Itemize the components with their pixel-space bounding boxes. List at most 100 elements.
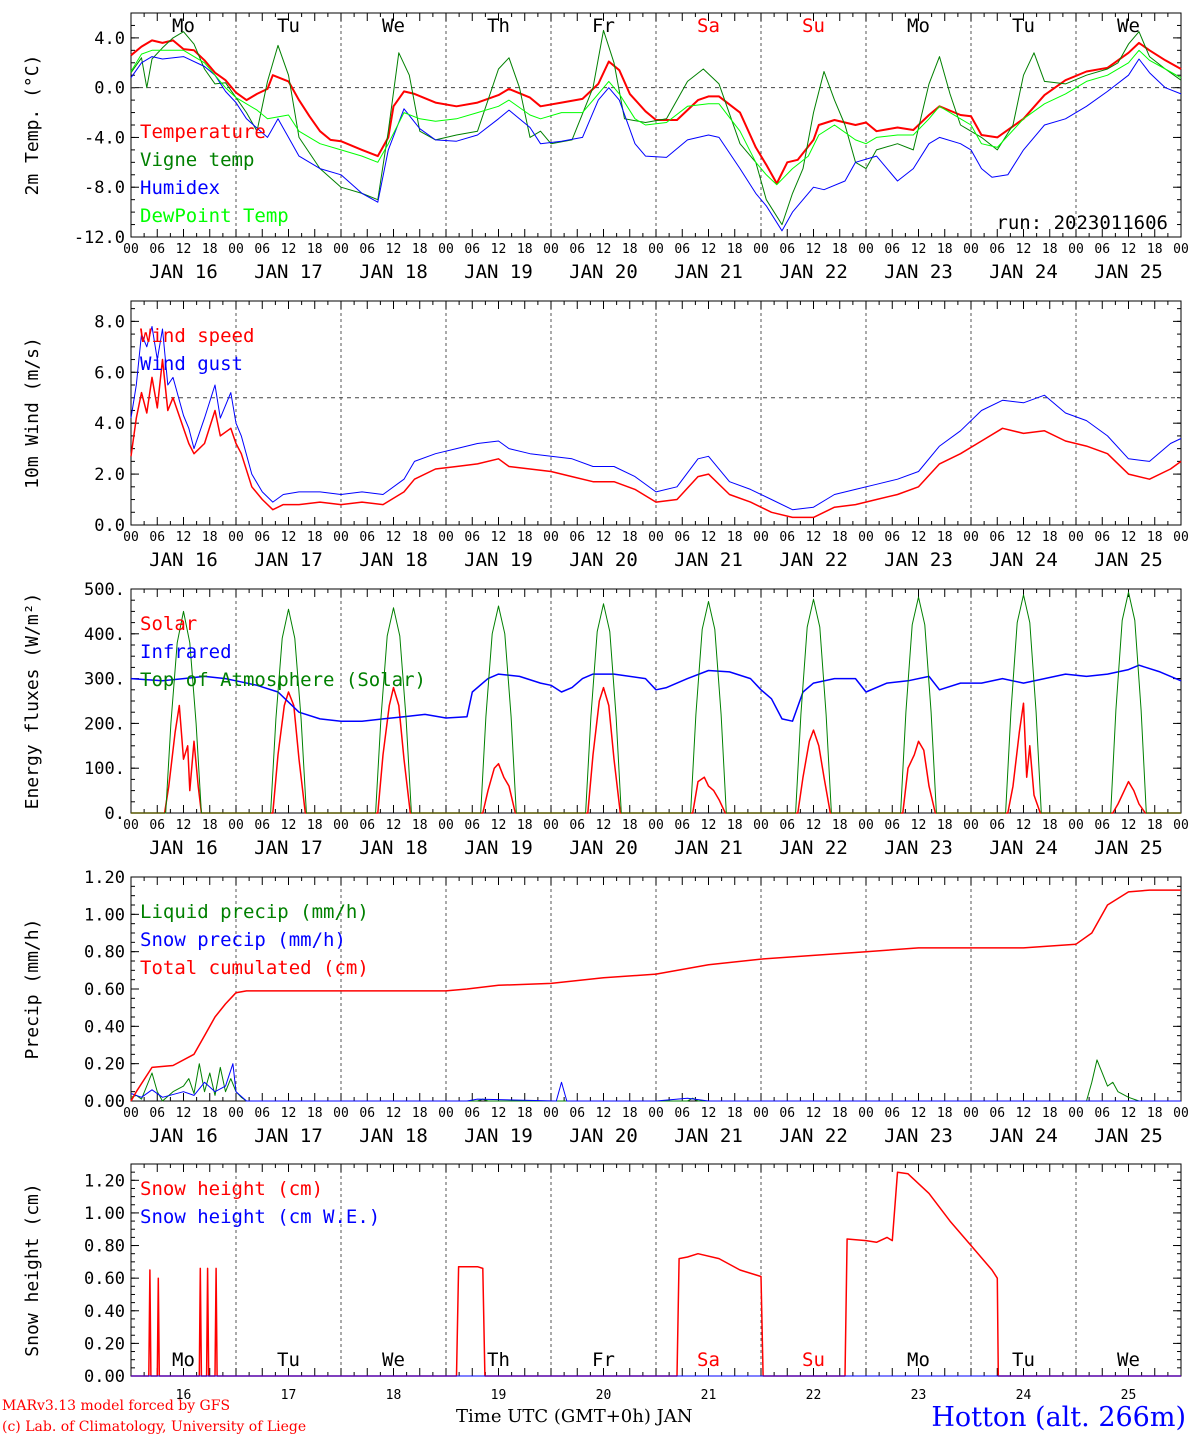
temp-date-label: JAN 25 — [1094, 261, 1163, 283]
precip-hour-label: 12 — [386, 1106, 402, 1121]
temp-legend-entry: DewPoint Temp — [140, 205, 289, 227]
temp-hour-label: 06 — [884, 242, 900, 257]
temp-hour-label: 00 — [333, 242, 349, 257]
energy-date-label: JAN 19 — [464, 837, 533, 859]
wind-hour-label: 06 — [569, 530, 585, 545]
precip-y-tick-label: 0.80 — [84, 943, 125, 963]
wind-hour-label: 06 — [989, 530, 1005, 545]
temp-hour-label: 18 — [517, 242, 533, 257]
temp-hour-label: 00 — [543, 242, 559, 257]
temp-legend-entry: Humidex — [140, 177, 220, 199]
temp-weekday-label: We — [382, 15, 405, 37]
temp-date-label: JAN 23 — [884, 261, 953, 283]
precip-hour-label: 06 — [464, 1106, 480, 1121]
precip-hour-label: 00 — [438, 1106, 454, 1121]
wind-date-label: JAN 22 — [779, 549, 848, 571]
temp-hour-label: 12 — [386, 242, 402, 257]
precip-hour-label: 12 — [1016, 1106, 1032, 1121]
temp-weekday-label: Tu — [1012, 15, 1035, 37]
precip-date-label: JAN 21 — [674, 1125, 743, 1147]
temp-hour-label: 00 — [753, 242, 769, 257]
wind-date-label: JAN 18 — [359, 549, 428, 571]
energy-hour-label: 18 — [1147, 818, 1163, 833]
wind-y-tick-label: 8.0 — [94, 312, 125, 332]
temp-hour-label: 12 — [806, 242, 822, 257]
wind-hour-label: 06 — [674, 530, 690, 545]
wind-hour-label: 00 — [753, 530, 769, 545]
wind-hour-label: 00 — [438, 530, 454, 545]
snow-weekday-label: Tu — [277, 1349, 300, 1371]
wind-hour-label: 12 — [491, 530, 507, 545]
energy-y-tick-label: 100. — [84, 759, 125, 779]
energy-hour-label: 18 — [202, 818, 218, 833]
precip-hour-label: 18 — [1147, 1106, 1163, 1121]
temp-y-tick-label: -4.0 — [84, 128, 125, 148]
precip-y-tick-label: 0.20 — [84, 1055, 125, 1075]
temp-y-tick-label: -12.0 — [74, 228, 125, 248]
temp-panel: 4.0 0.0 -4.0 -8.0 -12.0 2m Temp. (°C) Temperat… — [22, 12, 1189, 283]
wind-hour-label: 18 — [622, 530, 638, 545]
energy-hour-label: 06 — [464, 818, 480, 833]
energy-hour-label: 00 — [438, 818, 454, 833]
precip-hour-label: 06 — [884, 1106, 900, 1121]
temp-y-tick-label: -8.0 — [84, 178, 125, 198]
wind-hour-label: 18 — [307, 530, 323, 545]
wind-hour-label: 06 — [254, 530, 270, 545]
temp-hour-label: 06 — [569, 242, 585, 257]
temp-hour-label: 18 — [412, 242, 428, 257]
temp-y-tick-label: 0.0 — [94, 79, 125, 99]
precip-hour-label: 12 — [911, 1106, 927, 1121]
precip-hour-label: 06 — [149, 1106, 165, 1121]
wind-date-label: JAN 19 — [464, 549, 533, 571]
precip-hour-label: 12 — [281, 1106, 297, 1121]
precip-hour-label: 18 — [622, 1106, 638, 1121]
wind-legend-entry: Wind gust — [140, 353, 243, 375]
temp-hour-label: 06 — [1094, 242, 1110, 257]
energy-hour-label: 00 — [753, 818, 769, 833]
temp-hour-label: 06 — [359, 242, 375, 257]
temp-hour-label: 18 — [937, 242, 953, 257]
precip-hour-label: 06 — [359, 1106, 375, 1121]
wind-y-axis-label: 10m Wind (m/s) — [22, 337, 43, 489]
precip-y-tick-label: 1.20 — [84, 868, 125, 888]
energy-date-label: JAN 16 — [149, 837, 218, 859]
wind-hour-label: 12 — [596, 530, 612, 545]
temp-date-label: JAN 22 — [779, 261, 848, 283]
snow-weekday-label: Th — [487, 1349, 510, 1371]
energy-series-0 — [131, 686, 1181, 814]
temp-hour-label: 00 — [858, 242, 874, 257]
wind-hour-label: 00 — [228, 530, 244, 545]
energy-y-tick-label: 0. — [105, 804, 125, 824]
snow-day-number-label: 18 — [386, 1388, 402, 1403]
energy-series-1 — [130, 664, 1182, 722]
energy-hour-label: 00 — [858, 818, 874, 833]
wind-date-label: JAN 25 — [1094, 549, 1163, 571]
precip-hour-label: 18 — [727, 1106, 743, 1121]
wind-hour-label: 12 — [911, 530, 927, 545]
wind-hour-label: 00 — [858, 530, 874, 545]
temp-hour-label: 00 — [1068, 242, 1084, 257]
wind-date-label: JAN 20 — [569, 549, 638, 571]
wind-hour-label: 12 — [176, 530, 192, 545]
temp-date-label: JAN 16 — [149, 261, 218, 283]
snow-weekday-label: Tu — [1012, 1349, 1035, 1371]
precip-hour-label: 12 — [806, 1106, 822, 1121]
temp-hour-label: 12 — [596, 242, 612, 257]
energy-hour-label: 12 — [701, 818, 717, 833]
wind-hour-label: 06 — [149, 530, 165, 545]
precip-legend-entry: Liquid precip (mm/h) — [140, 901, 369, 923]
snow-day-number-label: 25 — [1121, 1388, 1137, 1403]
temp-hour-label: 12 — [911, 242, 927, 257]
precip-date-label: JAN 16 — [149, 1125, 218, 1147]
energy-hour-label: 06 — [359, 818, 375, 833]
snow-day-number-label: 16 — [176, 1388, 192, 1403]
wind-hour-label: 06 — [464, 530, 480, 545]
precip-hour-label: 18 — [412, 1106, 428, 1121]
energy-y-tick-label: 500. — [84, 580, 125, 600]
temp-weekday-label: Th — [487, 15, 510, 37]
snow-weekday-label: Fr — [592, 1349, 615, 1371]
snow-y-tick-label: 0.80 — [84, 1237, 125, 1257]
wind-hour-label: 12 — [386, 530, 402, 545]
snow-y-tick-label: 1.20 — [84, 1171, 125, 1191]
precip-hour-label: 18 — [937, 1106, 953, 1121]
